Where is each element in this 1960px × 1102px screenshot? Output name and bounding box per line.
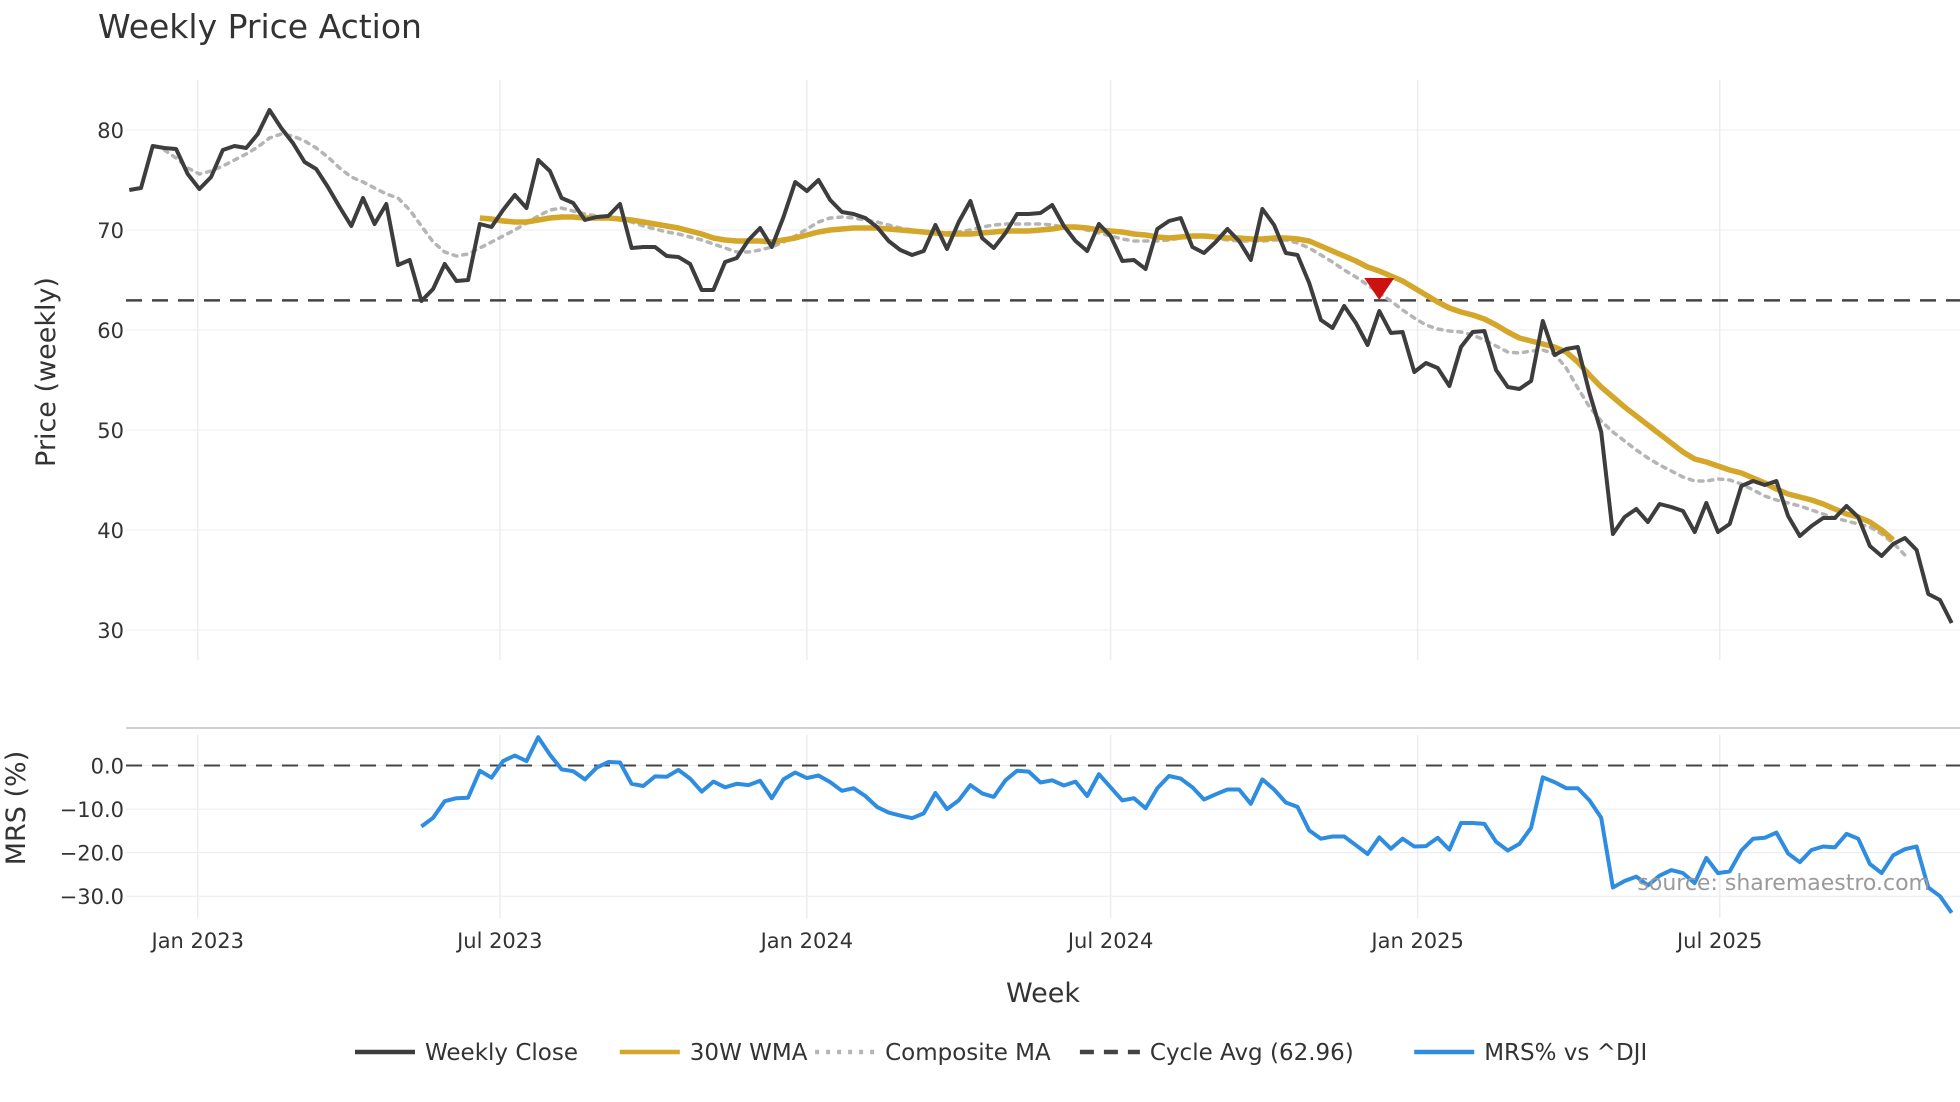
x-tick-label: Jan 2025 [1369, 929, 1464, 953]
price-y-tick: 50 [97, 419, 124, 443]
weekly-close-line [128, 108, 1954, 624]
mrs-line [420, 735, 1954, 914]
chart-title: Weekly Price Action [98, 7, 422, 46]
x-tick-label: Jul 2023 [455, 929, 542, 953]
legend-label: Cycle Avg (62.96) [1150, 1040, 1354, 1066]
x-tick-label: Jul 2024 [1066, 929, 1153, 953]
price-y-tick: 80 [97, 119, 124, 143]
legend-label: Composite MA [885, 1040, 1051, 1066]
mrs-y-axis-title: MRS (%) [1, 751, 32, 866]
x-axis-ticks: Jan 2023 Jul 2023 Jan 2024 Jul 2024 Jan 2025… [150, 929, 1763, 953]
price-y-tick: 60 [97, 319, 124, 343]
legend-label: MRS% vs ^DJI [1484, 1040, 1647, 1066]
source-watermark: source: sharemaestro.com [1637, 871, 1930, 896]
mrs-y-tick: −20.0 [60, 842, 124, 866]
composite-ma-line [162, 132, 1907, 557]
price-y-tick: 40 [97, 519, 124, 543]
x-axis-title: Week [1006, 978, 1080, 1009]
price-y-tick: 70 [97, 219, 124, 243]
legend: Weekly Close 30W WMA Composite MA Cycle Avg… [355, 1040, 1647, 1066]
price-y-tick: 30 [97, 619, 124, 643]
price-y-ticks: 30 40 50 60 70 80 [97, 119, 124, 643]
mrs-y-tick: 0.0 [91, 755, 124, 779]
x-tick-label: Jan 2024 [759, 929, 854, 953]
price-gridlines [126, 80, 1960, 660]
mrs-y-tick: −10.0 [60, 798, 124, 822]
legend-label: Weekly Close [425, 1040, 578, 1066]
x-tick-label: Jul 2025 [1675, 929, 1762, 953]
price-y-axis-title: Price (weekly) [31, 277, 62, 467]
mrs-gridlines [126, 735, 1960, 918]
x-tick-label: Jan 2023 [150, 929, 245, 953]
mrs-y-tick: −30.0 [60, 885, 124, 909]
mrs-y-ticks: 0.0 −10.0 −20.0 −30.0 [60, 755, 124, 910]
legend-label: 30W WMA [690, 1040, 808, 1066]
sell-signal-marker [1364, 278, 1395, 300]
